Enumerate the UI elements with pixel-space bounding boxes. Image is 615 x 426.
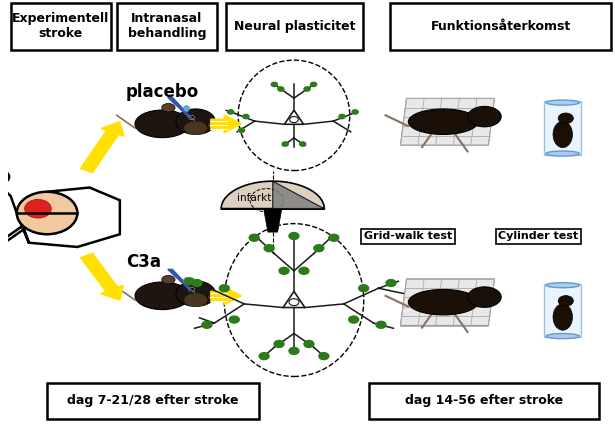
Ellipse shape (546, 151, 579, 156)
Ellipse shape (184, 121, 207, 135)
Circle shape (220, 285, 229, 292)
Ellipse shape (408, 289, 478, 315)
Ellipse shape (468, 106, 501, 127)
Circle shape (25, 199, 51, 218)
Circle shape (319, 353, 329, 360)
Ellipse shape (408, 109, 478, 135)
Circle shape (359, 285, 368, 292)
Text: Neural plasticitet: Neural plasticitet (234, 20, 355, 33)
Circle shape (188, 115, 194, 120)
Ellipse shape (162, 104, 175, 112)
Circle shape (299, 268, 309, 274)
Ellipse shape (135, 110, 189, 138)
Polygon shape (400, 98, 494, 145)
Circle shape (290, 117, 298, 123)
Circle shape (184, 278, 194, 285)
Ellipse shape (17, 192, 77, 234)
FancyBboxPatch shape (544, 284, 581, 337)
Circle shape (228, 110, 234, 114)
Polygon shape (283, 291, 305, 308)
Circle shape (192, 279, 202, 287)
Ellipse shape (183, 106, 189, 112)
Circle shape (243, 115, 249, 119)
Ellipse shape (183, 278, 189, 284)
Text: Funktionsåterkomst: Funktionsåterkomst (430, 20, 571, 33)
FancyArrow shape (211, 115, 241, 133)
Ellipse shape (546, 100, 579, 105)
Circle shape (289, 233, 299, 239)
Circle shape (279, 268, 289, 274)
Polygon shape (400, 279, 494, 325)
Circle shape (282, 142, 288, 146)
Ellipse shape (553, 121, 573, 148)
Circle shape (339, 115, 345, 119)
Polygon shape (264, 209, 282, 232)
FancyArrow shape (81, 122, 124, 173)
Ellipse shape (135, 282, 189, 310)
Circle shape (202, 321, 212, 328)
Text: Intranasal
behandling: Intranasal behandling (128, 12, 206, 40)
Circle shape (329, 234, 339, 241)
FancyBboxPatch shape (368, 383, 599, 419)
Circle shape (311, 82, 317, 86)
Ellipse shape (546, 334, 579, 339)
Text: Grid-walk test: Grid-walk test (364, 231, 452, 242)
Ellipse shape (184, 293, 207, 307)
Ellipse shape (468, 287, 501, 307)
Polygon shape (17, 187, 120, 247)
Ellipse shape (546, 282, 579, 288)
Circle shape (278, 87, 284, 91)
Ellipse shape (558, 113, 573, 124)
Circle shape (349, 316, 359, 323)
FancyBboxPatch shape (117, 3, 217, 49)
Ellipse shape (176, 281, 215, 306)
Ellipse shape (558, 296, 573, 306)
Circle shape (289, 348, 299, 354)
Text: Experimentell
stroke: Experimentell stroke (12, 12, 109, 40)
Text: C3a: C3a (126, 253, 161, 271)
Circle shape (386, 279, 396, 287)
Circle shape (300, 142, 306, 146)
FancyBboxPatch shape (47, 383, 260, 419)
Circle shape (376, 321, 386, 328)
Circle shape (352, 110, 358, 114)
Ellipse shape (238, 60, 350, 170)
Circle shape (274, 340, 284, 348)
Ellipse shape (553, 304, 573, 330)
Circle shape (249, 234, 259, 241)
Circle shape (188, 287, 194, 291)
Circle shape (271, 82, 277, 86)
Polygon shape (272, 181, 324, 209)
Ellipse shape (207, 121, 221, 129)
Text: placebo: placebo (126, 83, 199, 101)
Ellipse shape (176, 109, 215, 135)
Text: Cylinder test: Cylinder test (498, 231, 579, 242)
Text: dag 14-56 efter stroke: dag 14-56 efter stroke (405, 394, 563, 407)
Circle shape (289, 299, 299, 305)
Circle shape (239, 128, 245, 132)
FancyBboxPatch shape (10, 3, 111, 49)
Polygon shape (221, 181, 324, 209)
Polygon shape (284, 110, 304, 124)
FancyBboxPatch shape (544, 101, 581, 155)
FancyBboxPatch shape (226, 3, 362, 49)
FancyBboxPatch shape (390, 3, 611, 49)
Polygon shape (0, 179, 29, 243)
Text: dag 7-21/28 efter stroke: dag 7-21/28 efter stroke (68, 394, 239, 407)
Circle shape (304, 87, 310, 91)
FancyArrow shape (81, 253, 123, 300)
Circle shape (264, 245, 274, 252)
Circle shape (259, 353, 269, 360)
Ellipse shape (0, 171, 9, 183)
Ellipse shape (224, 224, 363, 377)
Ellipse shape (162, 276, 175, 284)
Ellipse shape (207, 293, 221, 301)
FancyArrow shape (211, 287, 241, 305)
Circle shape (314, 245, 324, 252)
Circle shape (229, 316, 239, 323)
Text: infarkt: infarkt (237, 193, 271, 203)
Circle shape (304, 340, 314, 348)
